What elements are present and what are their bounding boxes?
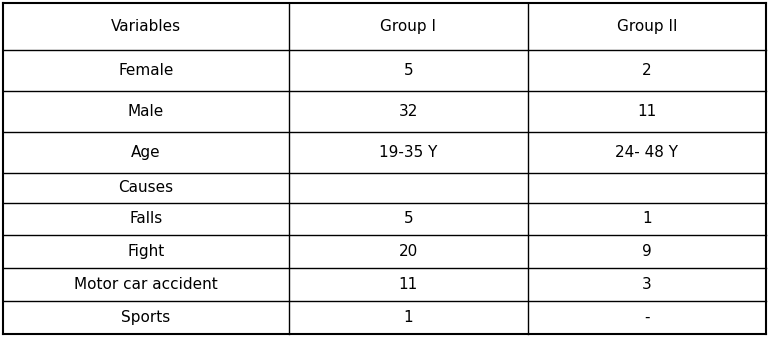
Text: 11: 11: [638, 104, 657, 119]
Text: 1: 1: [642, 212, 651, 226]
Text: Group I: Group I: [381, 19, 436, 34]
Text: 3: 3: [642, 277, 651, 292]
Text: 24- 48 Y: 24- 48 Y: [615, 145, 678, 160]
Text: 32: 32: [398, 104, 418, 119]
Text: 5: 5: [404, 63, 413, 78]
Text: 5: 5: [404, 212, 413, 226]
Text: 11: 11: [398, 277, 418, 292]
Text: Falls: Falls: [129, 212, 163, 226]
Text: Variables: Variables: [111, 19, 181, 34]
Text: Motor car accident: Motor car accident: [74, 277, 218, 292]
Text: Group II: Group II: [617, 19, 677, 34]
Text: Age: Age: [131, 145, 161, 160]
Text: Causes: Causes: [118, 180, 174, 195]
Text: 2: 2: [642, 63, 651, 78]
Text: Sports: Sports: [122, 310, 171, 325]
Text: 19-35 Y: 19-35 Y: [379, 145, 438, 160]
Text: 1: 1: [404, 310, 413, 325]
Text: Male: Male: [128, 104, 165, 119]
Text: 9: 9: [642, 244, 651, 259]
Text: -: -: [644, 310, 650, 325]
Text: Female: Female: [118, 63, 174, 78]
Text: 20: 20: [398, 244, 418, 259]
Text: Fight: Fight: [128, 244, 165, 259]
